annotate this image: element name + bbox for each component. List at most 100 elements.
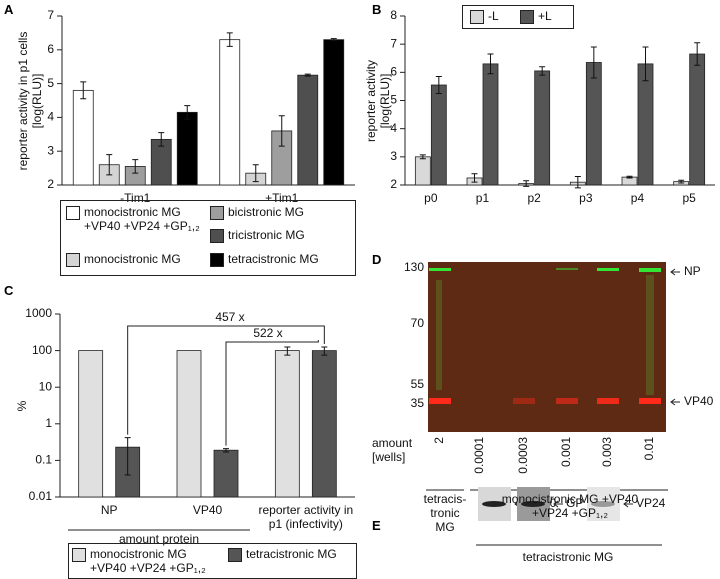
y-tick-label: 1000	[25, 306, 52, 320]
gel-band-np	[597, 268, 619, 271]
annotation: 522 x	[253, 326, 282, 340]
gel-band-np	[429, 268, 451, 271]
band-label: NP	[684, 264, 701, 278]
marker-label: 35	[411, 396, 425, 410]
lane-label: 0.003	[600, 437, 614, 467]
y-tick-label: 5	[390, 93, 397, 107]
group-label: amount protein	[118, 532, 200, 546]
y-tick-label: 3	[390, 149, 397, 163]
y-tick-label: 4	[47, 110, 54, 124]
legend-label: monocistronic MG +VP40 +VP24 +GP₁,₂	[90, 547, 206, 575]
x-tick-label: +Tim1	[265, 191, 299, 205]
legend-swatch	[72, 548, 86, 562]
error-bar	[539, 66, 546, 76]
bar	[176, 350, 202, 498]
arrow	[623, 500, 633, 508]
error-bar	[642, 46, 649, 82]
bar	[297, 74, 319, 186]
legend-label: bicistronic MG	[228, 205, 305, 219]
error-bar	[80, 81, 87, 100]
error-bar	[226, 32, 233, 47]
x-tick-label: p2	[527, 191, 541, 205]
error-bar	[252, 164, 259, 183]
y-tick-label: 100	[32, 343, 52, 357]
legend-swatch	[228, 548, 242, 562]
x-tick-label: p4	[630, 191, 645, 205]
arrow	[553, 500, 563, 508]
y-tick-label: 6	[390, 65, 397, 79]
panel-label: C	[4, 283, 14, 298]
bar	[323, 39, 345, 186]
legend-swatch	[66, 253, 80, 267]
gel-band-np	[556, 268, 578, 270]
legend-label: +L	[538, 9, 552, 23]
error-bar	[223, 448, 229, 453]
bar	[637, 63, 654, 186]
bar	[414, 156, 431, 186]
legend-label: monocistronic MG +VP40 +VP24 +GP₁,₂	[84, 205, 200, 233]
legend-swatch	[520, 10, 534, 24]
lane-label: 2	[432, 437, 446, 444]
gel-band-vp40	[513, 398, 535, 404]
y-tick-label: 1	[45, 416, 52, 430]
marker-label: 130	[404, 260, 424, 274]
error-bar	[574, 176, 581, 189]
error-bar	[124, 437, 131, 476]
legend-swatch	[210, 253, 224, 267]
blot-band	[521, 501, 545, 507]
y-tick-label: 3	[47, 143, 54, 157]
amount-label: amount [wells]	[372, 436, 413, 464]
bar	[78, 350, 104, 498]
error-bar	[523, 180, 530, 187]
panel-label: B	[372, 2, 382, 17]
blot-band	[591, 501, 615, 507]
legend-swatch	[210, 206, 224, 220]
error-bar	[435, 76, 442, 94]
x-tick-label: p3	[579, 191, 593, 205]
y-tick-label: 6	[47, 42, 54, 56]
legend-swatch	[210, 229, 224, 243]
error-bar	[694, 42, 701, 66]
lane-label: 0.01	[642, 437, 656, 461]
error-bar	[278, 115, 285, 147]
bar	[311, 350, 337, 498]
bar	[274, 350, 300, 498]
error-bar	[304, 73, 311, 77]
lane-label: 0.0001	[472, 437, 486, 474]
error-bar	[106, 154, 113, 176]
error-bar	[590, 46, 597, 79]
gel-band-vp40	[639, 398, 661, 404]
band-label: VP24	[636, 496, 666, 510]
bar	[72, 89, 94, 186]
error-bar	[158, 132, 165, 147]
blot-band	[482, 501, 506, 507]
y-tick-label: 4	[390, 121, 397, 135]
x-tick-label: NP	[100, 503, 118, 517]
error-bar	[678, 179, 685, 184]
bar	[213, 449, 239, 498]
x-tick-label: p1	[475, 191, 490, 205]
x-tick-label: p5	[682, 191, 696, 205]
lane-label: 0.0003	[516, 437, 530, 474]
y-tick-label: 5	[47, 76, 54, 90]
bar	[534, 70, 551, 186]
y-tick-label: 7	[47, 8, 54, 22]
legend-label: tetracistronic MG	[246, 547, 337, 561]
error-bar	[471, 173, 478, 183]
y-tick-label: 2	[390, 177, 397, 191]
error-bar	[321, 346, 328, 356]
legend-swatch	[66, 206, 80, 220]
annotation: 457 x	[215, 310, 244, 324]
error-bar	[132, 159, 139, 174]
legend-box	[60, 200, 356, 276]
legend-label: tetracistronic MG	[228, 252, 319, 266]
gel-band-vp40	[597, 398, 619, 404]
y-tick-label: 0.01	[29, 489, 53, 503]
error-bar	[419, 154, 426, 160]
band-label: VP40	[684, 394, 714, 408]
gel-band-np	[639, 268, 661, 272]
panel-label: D	[372, 252, 382, 267]
group-label: tetracis-tronic MG	[423, 492, 467, 534]
